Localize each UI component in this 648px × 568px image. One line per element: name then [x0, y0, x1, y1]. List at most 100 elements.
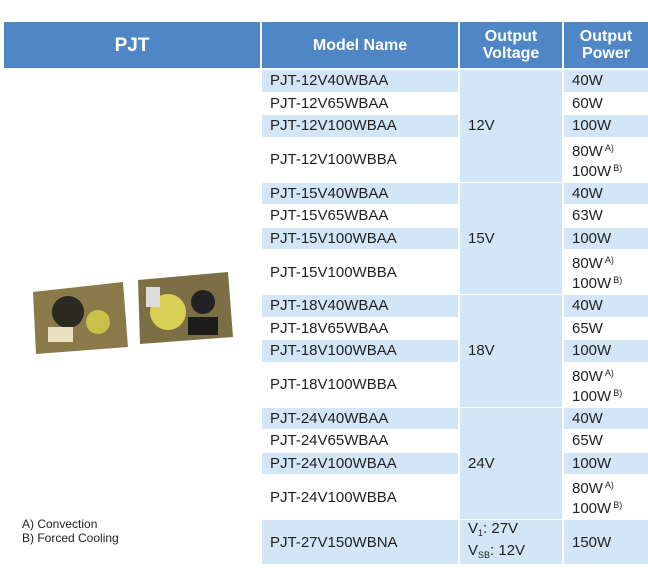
- model-name: PJT-18V65WBAA: [270, 319, 389, 337]
- power-value: 100W: [572, 500, 612, 517]
- model-name: PJT-12V65WBAA: [270, 94, 389, 112]
- power-line: 65W: [572, 320, 648, 337]
- power-value: 80W: [572, 480, 603, 497]
- power-cell: 100W: [564, 227, 648, 249]
- model-header: Model Name: [262, 22, 458, 68]
- voltage-cell: 18V: [460, 295, 562, 407]
- model-name: PJT-12V40WBAA: [270, 72, 389, 90]
- power-cell: 100W: [564, 115, 648, 137]
- power-value: 80W: [572, 367, 603, 385]
- header-line: Power: [581, 45, 630, 62]
- power-value: 40W: [572, 409, 603, 427]
- model-cell: PJT-12V65WBAA: [262, 93, 458, 115]
- power-value: 100W: [572, 387, 612, 405]
- power-note: B): [613, 162, 623, 173]
- model-cell: PJT-24V40WBAA: [262, 407, 458, 429]
- voltage-line: 18V: [468, 342, 562, 359]
- power-value: 40W: [572, 184, 603, 202]
- power-value: 63W: [572, 207, 603, 225]
- power-value: 100W: [572, 162, 612, 180]
- model-cell: PJT-15V100WBAA: [262, 227, 458, 249]
- model-cell: PJT-24V100WBBA: [262, 475, 458, 519]
- voltage-subscript: 1: [478, 528, 484, 538]
- model-cell: PJT-18V100WBAA: [262, 340, 458, 362]
- voltage-value: 24V: [468, 454, 495, 472]
- power-note: A): [604, 255, 614, 265]
- power-cell: 40W: [564, 407, 648, 429]
- model-name: PJT-18V100WBBA: [270, 376, 397, 393]
- voltage-value: 18V: [468, 342, 495, 360]
- footnote: B) Forced Cooling: [22, 531, 119, 545]
- power-cell: 63W: [564, 205, 648, 227]
- model-name: PJT-18V40WBAA: [270, 297, 389, 315]
- power-line: 80W A): [572, 365, 648, 385]
- power-line: 80W A): [572, 477, 648, 497]
- power-cell: 100W: [564, 452, 648, 474]
- voltage-value: : 12V: [490, 542, 526, 559]
- power-cell: 80W A) 100W B): [564, 475, 648, 519]
- model-cell: PJT-18V100WBBA: [262, 363, 458, 407]
- voltage-value: 15V: [468, 229, 495, 247]
- voltage-cell: V1: 27V VSB: 12V: [460, 520, 562, 564]
- footnote: A) Convection: [22, 517, 98, 531]
- model-name: PJT-24V65WBAA: [270, 432, 389, 450]
- model-name: PJT-15V40WBAA: [270, 184, 389, 202]
- power-cell: 80W A) 100W B): [564, 250, 648, 294]
- model-name: PJT-12V100WBAA: [270, 117, 397, 135]
- power-line: 40W: [572, 72, 648, 89]
- power-value: 100W: [572, 275, 612, 292]
- power-line: 40W: [572, 297, 648, 314]
- model-cell: PJT-12V100WBBA: [262, 138, 458, 182]
- model-name: PJT-24V40WBAA: [270, 409, 389, 427]
- voltage-symbol: V: [468, 520, 479, 537]
- power-line: 100W B): [572, 385, 648, 405]
- product-header: PJT: [4, 22, 260, 68]
- power-cell: 80W A) 100W B): [564, 363, 648, 407]
- voltage-line: 24V: [468, 455, 562, 472]
- model-cell: PJT-12V40WBAA: [262, 70, 458, 92]
- power-line: 40W: [572, 410, 648, 427]
- model-name: PJT-15V65WBAA: [270, 207, 389, 225]
- power-line: 100W B): [572, 160, 648, 180]
- power-value: 80W: [572, 142, 603, 160]
- power-value: 150W: [572, 533, 612, 551]
- voltage-cell: 24V: [460, 407, 562, 519]
- power-note: A): [604, 367, 614, 378]
- model-cell: PJT-18V65WBAA: [262, 318, 458, 340]
- power-line: 60W: [572, 95, 648, 112]
- power-value: 60W: [572, 94, 603, 112]
- power-note: B): [613, 387, 623, 398]
- power-cell: 65W: [564, 318, 648, 340]
- model-cell: PJT-27V150WBNA: [262, 520, 458, 564]
- voltage-symbol: V: [468, 542, 479, 559]
- power-line: 65W: [572, 432, 648, 449]
- power-line: 100W: [572, 455, 648, 472]
- voltage-cell: 12V: [460, 70, 562, 182]
- power-note: B): [613, 500, 623, 510]
- power-cell: 150W: [564, 520, 648, 564]
- model-name: PJT-24V100WBAA: [270, 454, 397, 472]
- model-name: PJT-24V100WBBA: [270, 488, 397, 506]
- model-name: PJT-12V100WBBA: [270, 151, 397, 168]
- model-name: PJT-27V150WBNA: [270, 533, 398, 551]
- power-line: 40W: [572, 185, 648, 202]
- model-cell: PJT-15V100WBBA: [262, 250, 458, 294]
- power-value: 100W: [572, 454, 612, 472]
- power-cell: 40W: [564, 295, 648, 317]
- voltage-line: 12V: [468, 117, 562, 134]
- voltage-line: V1: 27V: [468, 520, 562, 542]
- power-line: 100W B): [572, 497, 648, 517]
- voltage-line: VSB: 12V: [468, 542, 562, 564]
- power-line: 63W: [572, 207, 648, 224]
- power-note: A): [604, 142, 614, 153]
- model-name: PJT-18V100WBAA: [270, 342, 397, 360]
- model-name: PJT-15V100WBAA: [270, 229, 397, 247]
- model-cell: PJT-12V100WBAA: [262, 115, 458, 137]
- voltage-value: : 27V: [483, 520, 519, 537]
- power-header: Output Power: [564, 22, 648, 68]
- voltage-cell: 15V: [460, 182, 562, 294]
- power-value: 65W: [572, 319, 603, 337]
- power-value: 40W: [572, 72, 603, 90]
- power-line: 80W A): [572, 252, 648, 272]
